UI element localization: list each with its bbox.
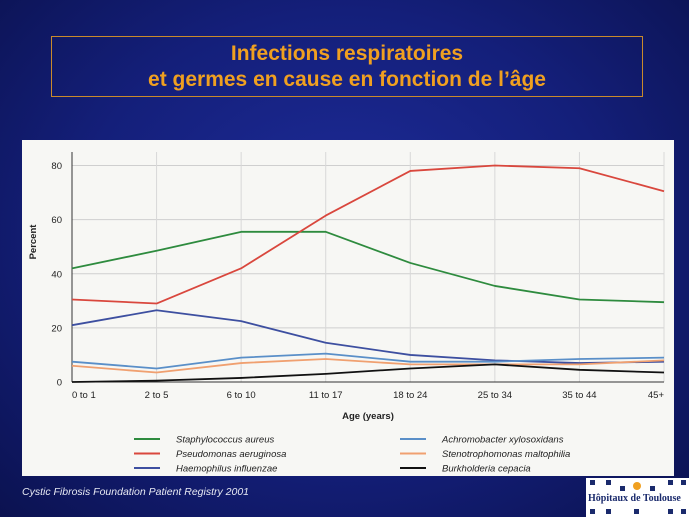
logo-square-icon xyxy=(606,480,611,485)
series-line-4 xyxy=(71,358,665,374)
y-tick-label: 80 xyxy=(51,161,62,172)
hopitaux-logo: Hôpitaux de Toulouse xyxy=(586,478,689,517)
series-line-5 xyxy=(71,363,665,383)
chart-panel: 0 20 40 60 80 0 to 1 2 to 5 6 to 10 11 to 17 18 t… xyxy=(22,140,674,476)
y-tick-label: 20 xyxy=(51,323,62,334)
series-line-0 xyxy=(71,230,665,304)
legend-entry: Stenotrophomonas maltophilia xyxy=(442,449,570,460)
y-tick-label: 0 xyxy=(57,378,62,389)
logo-square-icon xyxy=(650,486,655,491)
legend-entry: Haemophilus influenzae xyxy=(176,464,277,475)
y-tick-label: 40 xyxy=(51,269,62,280)
logo-square-icon xyxy=(590,509,595,514)
slide-title-line1: Infections respiratoires xyxy=(230,41,464,65)
logo-square-icon xyxy=(634,509,639,514)
slide-title-box: Infections respiratoires et germes en ca… xyxy=(51,36,643,97)
logo-square-icon xyxy=(590,480,595,485)
y-tick-label: 60 xyxy=(51,215,62,226)
x-tick-label: 18 to 24 xyxy=(393,390,427,401)
source-caption: Cystic Fibrosis Foundation Patient Regis… xyxy=(22,486,250,498)
logo-square-icon xyxy=(620,486,625,491)
logo-square-icon xyxy=(681,509,686,514)
logo-text: Hôpitaux de Toulouse xyxy=(588,493,681,504)
y-axis-label: Percent xyxy=(28,224,39,260)
x-tick-label: 45+ xyxy=(648,390,665,401)
x-tick-label: 11 to 17 xyxy=(309,390,343,401)
x-tick-label: 25 to 34 xyxy=(478,390,512,401)
line-chart: 0 20 40 60 80 0 to 1 2 to 5 6 to 10 11 to 17 18 t… xyxy=(28,152,665,475)
x-tick-label: 2 to 5 xyxy=(145,390,169,401)
legend-entry: Achromobacter xylosoxidans xyxy=(441,435,564,446)
x-tick-label: 0 to 1 xyxy=(72,390,96,401)
x-tick-label: 35 to 44 xyxy=(562,390,596,401)
logo-dot-icon xyxy=(633,482,641,490)
x-axis-label: Age (years) xyxy=(342,411,394,422)
legend-entry: Pseudomonas aeruginosa xyxy=(176,449,286,460)
series-line-1 xyxy=(71,164,665,305)
logo-square-icon xyxy=(668,480,673,485)
logo-square-icon xyxy=(681,480,686,485)
series-line-2 xyxy=(71,309,665,364)
slide-title-line2: et germes en cause en fonction de l’âge xyxy=(148,67,546,91)
legend-entry: Staphylococcus aureus xyxy=(176,435,274,446)
x-tick-label: 6 to 10 xyxy=(227,390,256,401)
series-line-3 xyxy=(71,352,665,370)
logo-square-icon xyxy=(668,509,673,514)
logo-square-icon xyxy=(606,509,611,514)
legend-entry: Burkholderia cepacia xyxy=(442,464,531,475)
